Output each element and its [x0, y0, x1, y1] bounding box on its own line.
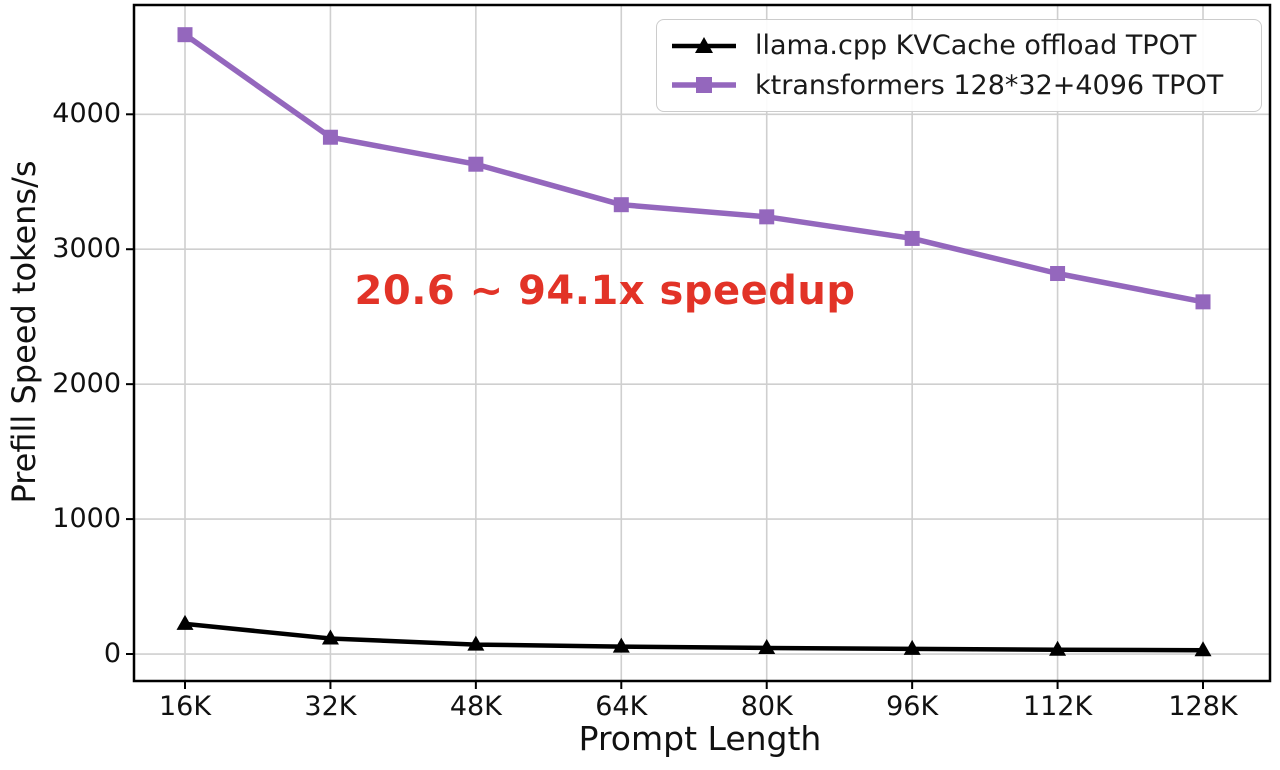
triangle-marker-icon	[321, 629, 339, 645]
square-marker-icon	[177, 27, 193, 43]
triangle-marker-icon	[1049, 640, 1067, 656]
triangle-marker-icon	[467, 635, 485, 651]
x-tick-label: 96K	[886, 691, 939, 722]
x-tick-label: 64K	[595, 691, 648, 722]
y-tick-label: 0	[103, 638, 121, 669]
speedup-annotation: 20.6 ~ 94.1x speedup	[354, 268, 856, 314]
square-marker-icon	[322, 129, 338, 145]
triangle-marker-icon	[176, 614, 194, 630]
y-axis-label: Prefill Speed tokens/s	[5, 160, 43, 504]
x-tick-label: 32K	[304, 691, 357, 722]
triangle-marker-icon	[612, 637, 630, 653]
legend-entry-llama: llama.cpp KVCache offload TPOT	[667, 26, 1251, 65]
x-tick-label: 48K	[449, 691, 502, 722]
triangle-marker-icon	[695, 36, 713, 53]
square-marker-icon	[1195, 294, 1211, 310]
legend-entry-ktransformers: ktransformers 128*32+4096 TPOT	[667, 66, 1251, 105]
y-tick-label: 3000	[52, 233, 121, 265]
series-line-square	[182, 31, 1206, 305]
legend-line-sample-ktransformers	[672, 77, 736, 94]
triangle-marker-icon	[758, 638, 776, 654]
x-tick-label: 16K	[158, 691, 212, 722]
square-marker-icon	[468, 156, 484, 172]
series-line-triangle	[182, 621, 1206, 653]
x-tick-label: 128K	[1168, 691, 1238, 722]
legend-label-llama: llama.cpp KVCache offload TPOT	[755, 30, 1197, 62]
square-marker-icon	[904, 230, 920, 246]
y-tick-label: 1000	[52, 503, 121, 535]
square-marker-icon	[759, 209, 775, 225]
legend-label-ktransformers: ktransformers 128*32+4096 TPOT	[755, 69, 1224, 101]
legend-box: llama.cpp KVCache offload TPOT ktransfor…	[656, 19, 1262, 112]
triangle-marker-icon	[903, 639, 921, 655]
plot-border	[132, 3, 1272, 683]
square-marker-icon	[1050, 266, 1066, 282]
y-tick-label: 4000	[52, 98, 121, 130]
x-tick-label: 112K	[1022, 691, 1093, 722]
square-marker-icon	[613, 197, 629, 213]
x-axis-label: Prompt Length	[578, 719, 822, 758]
y-tick-label: 2000	[52, 368, 121, 400]
square-marker-icon	[696, 77, 712, 94]
triangle-marker-icon	[1194, 641, 1212, 657]
legend-line-sample-llama	[672, 36, 736, 53]
x-tick-label: 80K	[740, 691, 793, 722]
